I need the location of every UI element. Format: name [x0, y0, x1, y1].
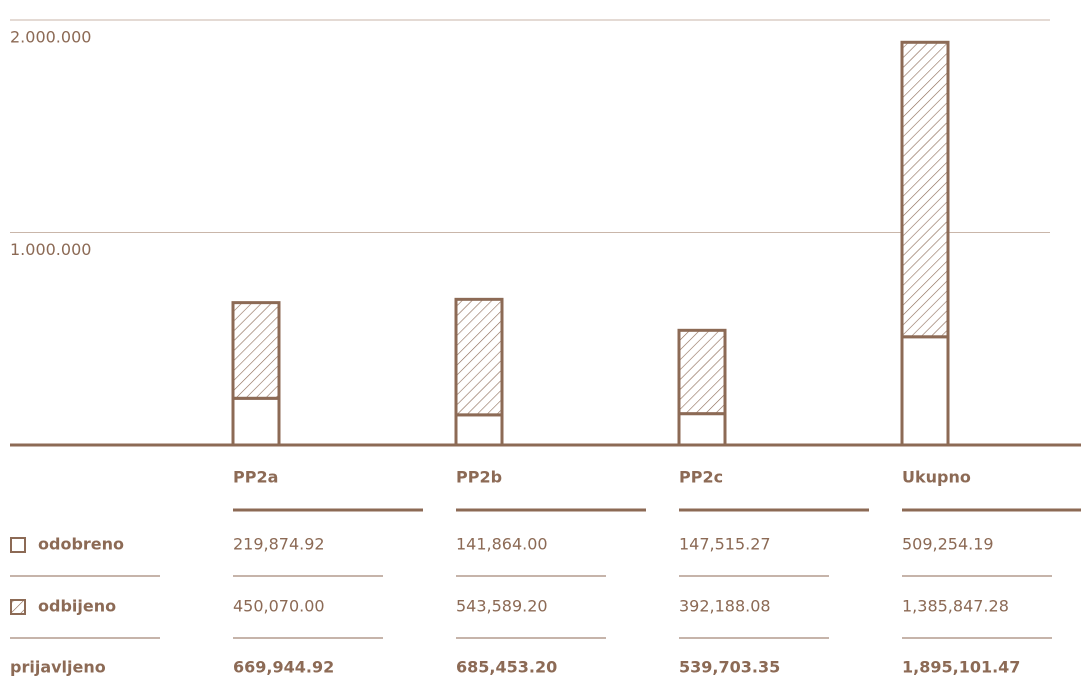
total-value: 669,944.92 [233, 658, 334, 677]
bar-segment [454, 297, 504, 417]
total-value: 685,453.20 [456, 658, 557, 677]
value-label: 392,188.08 [679, 597, 771, 616]
total-value: 539,703.35 [679, 658, 780, 677]
value-label: 450,070.00 [233, 597, 325, 616]
legend-label: odbijeno [38, 597, 116, 616]
value-label: 147,515.27 [679, 535, 771, 554]
category-label: Ukupno [902, 468, 971, 487]
total-value: 1,895,101.47 [902, 658, 1020, 677]
bar-segment [677, 328, 727, 416]
category-label: PP2c [679, 468, 723, 487]
value-label: 1,385,847.28 [902, 597, 1009, 616]
bar-segment [231, 301, 281, 400]
value-label: 543,589.20 [456, 597, 548, 616]
value-label: 219,874.92 [233, 535, 325, 554]
legend-swatch [10, 599, 26, 615]
bar-segment [900, 40, 950, 339]
category-label: PP2a [233, 468, 278, 487]
bar-segment [454, 413, 504, 447]
value-label: 141,864.00 [456, 535, 548, 554]
bar-segment [677, 412, 727, 447]
bar-segment [231, 396, 281, 447]
category-label: PP2b [456, 468, 502, 487]
total-label: prijavljeno [10, 658, 106, 677]
y-tick-label: 2.000.000 [10, 28, 91, 47]
legend-swatch [10, 537, 26, 553]
legend-label: odobreno [38, 535, 124, 554]
bar-segment [900, 335, 950, 447]
value-label: 509,254.19 [902, 535, 994, 554]
y-tick-label: 1.000.000 [10, 240, 91, 259]
